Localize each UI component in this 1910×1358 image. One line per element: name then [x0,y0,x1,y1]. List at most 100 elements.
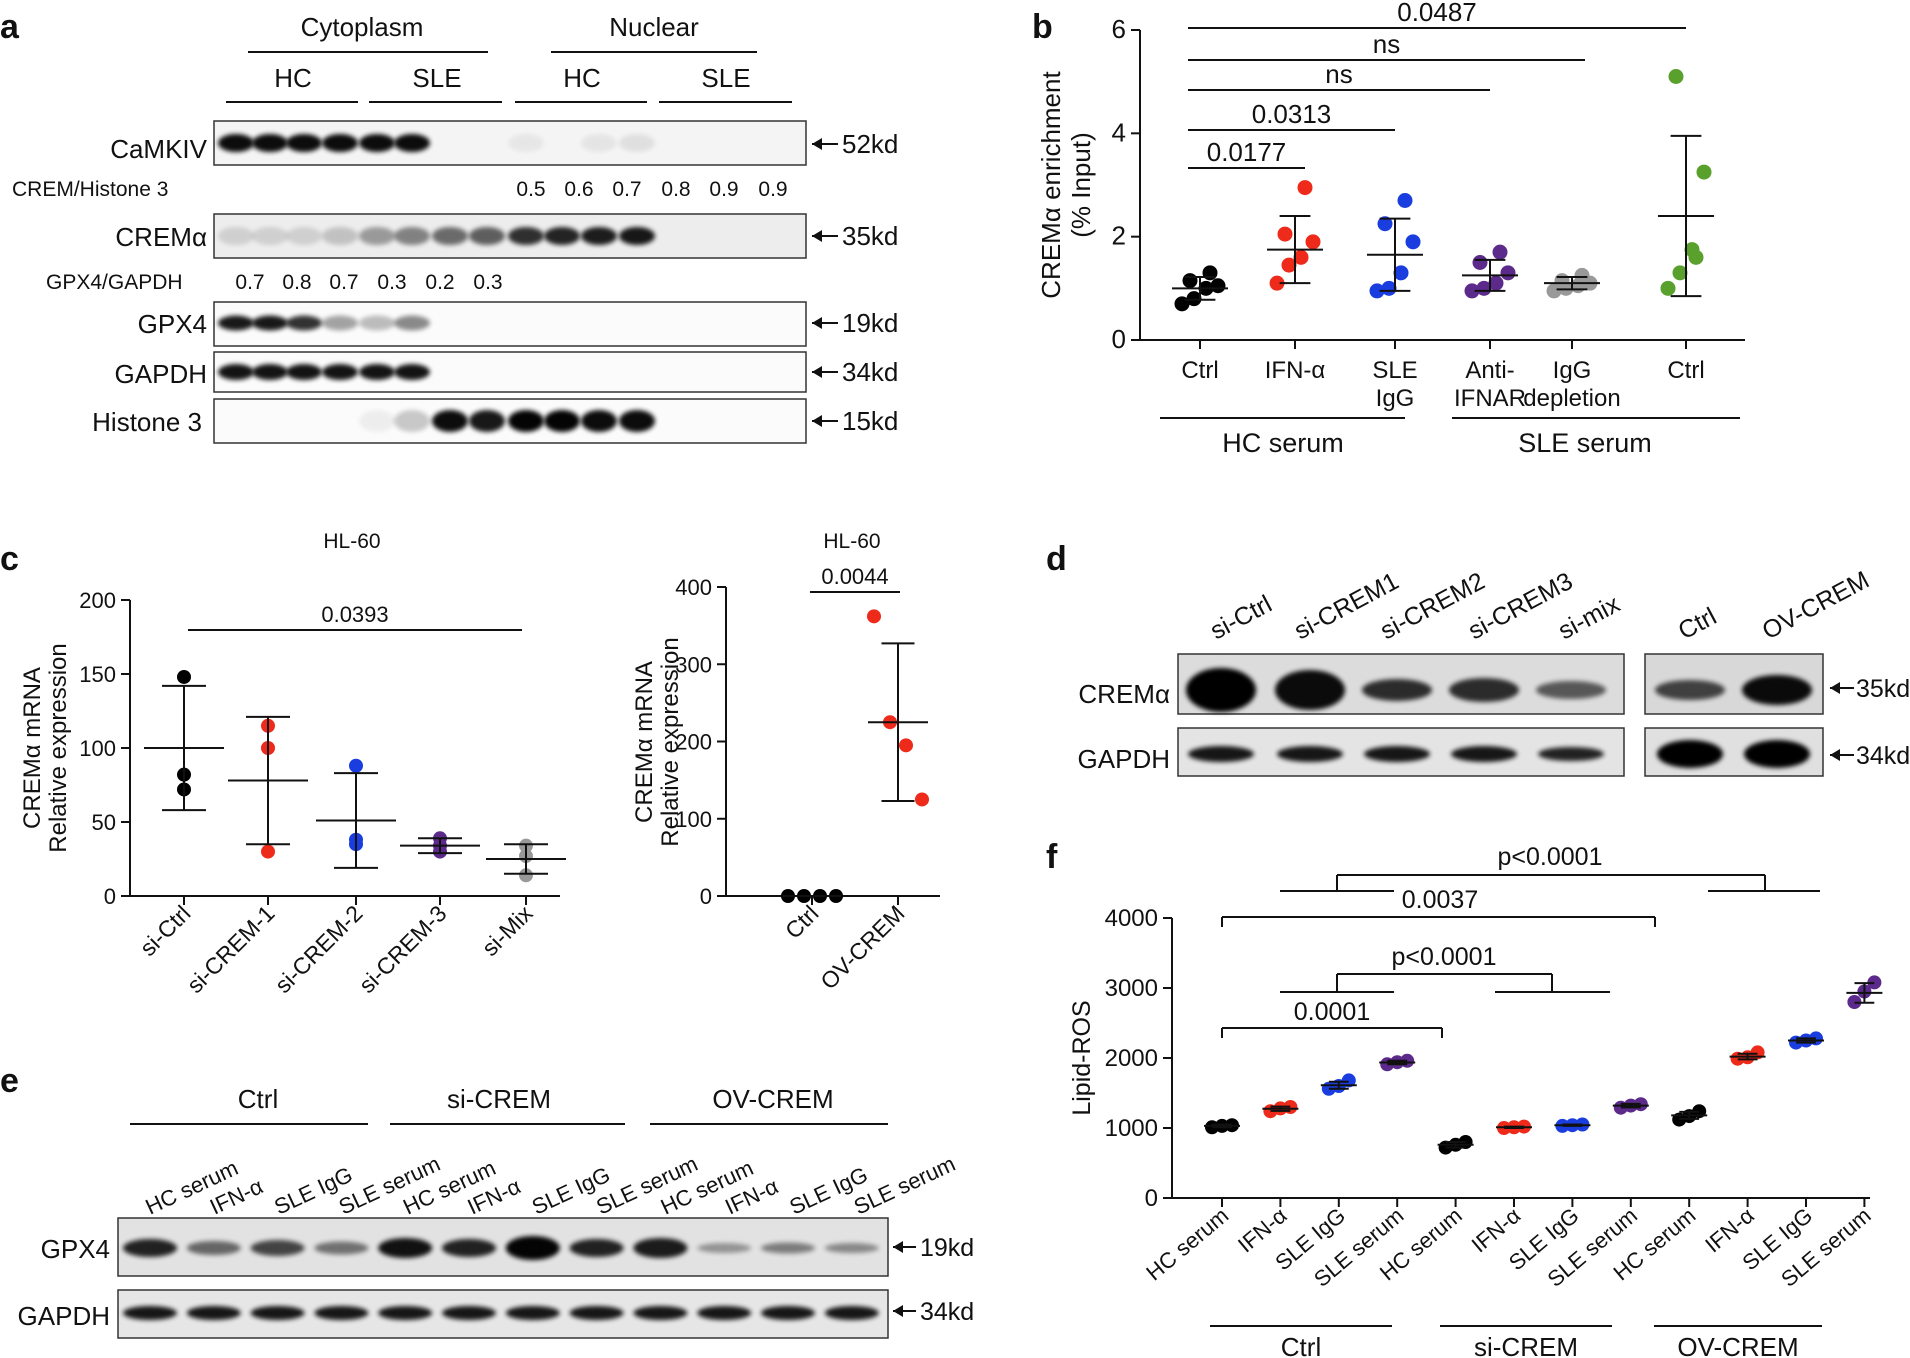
data-point [1269,275,1285,291]
gpx4-ratio-value: 0.7 [235,271,264,294]
y-tick-label: 0 [1112,324,1126,354]
camkiv-band [581,134,617,152]
size-marker-35kd: 35kd [812,221,898,251]
group-label: HC serum [1222,428,1344,458]
x-tick-label: OV-CREM [815,900,909,994]
gapdh-band [123,1306,177,1320]
y-axis-label: (% Input) [1066,132,1096,238]
y-tick-label: 200 [79,588,116,613]
chart-title: HL-60 [823,530,880,553]
data-point [177,669,191,684]
gpx4-band [252,315,288,331]
panel-letter-a: a [0,8,20,46]
crem-band [581,227,617,245]
gapdh-band [761,1306,815,1320]
gpx4-band [359,315,395,331]
data-point [1464,283,1480,299]
crem-ratio-value: 0.8 [661,178,690,201]
group-label: OV-CREM [1677,1332,1798,1358]
subgroup-label-hc-nuc: HC [563,63,601,93]
x-tick-label: SLE [1372,357,1417,384]
data-point [1393,265,1409,281]
y-tick-label: 2 [1112,221,1126,251]
gpx4-band [218,315,254,331]
crem-band [218,227,254,245]
crem-ratio-value: 0.9 [758,178,787,201]
crem-band [432,227,468,245]
gapdh-band [569,1306,624,1320]
panel-letter-c: c [0,540,19,578]
data-point [1554,273,1570,289]
subgroup-label-sle-nuc: SLE [701,63,750,93]
y-tick-label: 2000 [1105,1045,1158,1072]
comparison-label: 0.0393 [321,602,388,627]
gpx4-ratio-value: 0.2 [425,271,454,294]
comparison-label: ns [1325,59,1352,89]
gpx4-band [286,315,322,331]
camkiv-band [252,134,288,152]
crem-band [1742,675,1812,705]
gapdh-band [378,1306,433,1320]
camkiv-band [322,134,358,152]
group-label: SLE serum [1518,428,1652,458]
svg-text:34kd: 34kd [842,357,898,387]
comparison-label: 0.0044 [821,564,888,589]
data-point [1405,234,1421,250]
data-point [1668,69,1684,84]
crem-band [359,227,395,245]
panel-a-western-blot: Cytoplasm Nuclear HC SLE HC SLE CaMKIV C… [12,12,898,444]
y-tick-label: 4 [1112,117,1126,147]
x-tick-label: si-CREM-3 [354,900,452,998]
data-point [1369,283,1385,299]
svg-text:52kd: 52kd [842,129,898,159]
gpx4-ratio-label: GPX4/GAPDH [46,271,183,294]
row-label-camkiv: CaMKIV [110,134,207,164]
gpx4-ratio-value: 0.8 [282,271,311,294]
camkiv-band [619,134,655,152]
data-point [1293,249,1309,265]
y-tick-label: 4000 [1105,905,1158,932]
histone3-band [469,410,505,432]
row-label-cremalpha-d: CREMα [1078,679,1170,709]
comparison-label: 0.0001 [1294,998,1370,1026]
group-label-nuclear: Nuclear [609,12,699,42]
gpx4-ratio-value: 0.3 [473,271,502,294]
gpx4-band [123,1239,177,1257]
data-point [1867,975,1882,990]
gapdh-band [1657,740,1723,768]
data-point [1277,226,1293,242]
svg-text:34kd: 34kd [920,1298,974,1326]
crem-ratio-value: 0.5 [516,178,545,201]
crem-band [619,227,655,245]
x-tick-label: IgG [1376,385,1415,412]
data-point [1341,1073,1356,1088]
data-point [1281,257,1297,273]
histone3-band [508,410,544,432]
gpx4-band [394,315,430,331]
lane-label: OV-CREM [1758,566,1874,646]
comparison-label: 0.0313 [1252,99,1332,129]
group-label: Ctrl [1281,1332,1321,1358]
y-tick-label: 300 [675,652,712,677]
y-axis-label: CREMα enrichment [1036,71,1066,299]
gapdh-band [322,364,358,380]
crem-ratio-value: 0.6 [564,178,593,201]
gpx4-ratio-value: 0.7 [329,271,358,294]
row-label-gapdh: GAPDH [115,359,207,389]
x-tick-label: HC serum [1141,1203,1233,1286]
gpx4-band [250,1240,305,1256]
crem-ratio-label: CREM/Histone 3 [12,178,168,201]
gapdh-band [186,1306,241,1320]
size-marker-19kd-e: 19kd [893,1234,974,1262]
y-axis-label: Lipid-ROS [1068,1000,1096,1115]
subgroup-label-hc-cyto: HC [274,63,312,93]
size-marker-34kd-d: 34kd [1830,742,1910,770]
group-label: si-CREM [1474,1332,1578,1358]
data-point [1688,249,1704,265]
gpx4-band [322,315,358,331]
y-tick-label: 0 [104,884,116,909]
y-tick-label: 400 [675,575,712,600]
camkiv-band [508,134,544,152]
